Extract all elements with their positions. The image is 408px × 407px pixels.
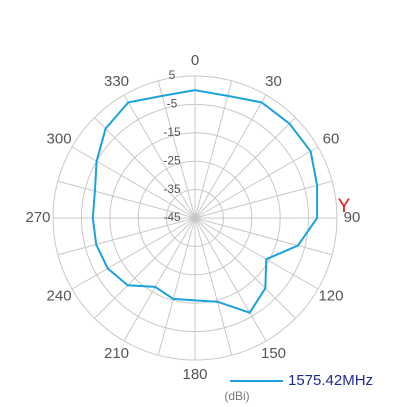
angle-tick-label: 240 [47, 287, 72, 304]
angle-tick-label: 60 [323, 130, 340, 147]
angular-grid-line [194, 217, 296, 319]
angular-grid-line [194, 146, 319, 219]
radial-tick-label: -35 [163, 182, 181, 196]
angle-tick-label: 300 [47, 130, 72, 147]
series-line [91, 89, 319, 314]
angular-grid-line [194, 80, 233, 219]
radial-tick-label: -5 [167, 97, 178, 111]
angular-grid-line [71, 146, 196, 219]
angle-tick-label: 330 [104, 73, 129, 90]
radial-tick-label: -15 [163, 125, 181, 139]
angular-grid-line [71, 217, 196, 290]
angular-grid-line [157, 80, 196, 219]
angular-grid-line [194, 217, 267, 342]
r-axis-label: (dBi) [224, 389, 249, 403]
angular-grid-line [194, 217, 319, 290]
annotation: Y [338, 196, 351, 217]
angular-grid-line [194, 117, 296, 219]
angle-tick-label: 0 [191, 52, 199, 69]
angular-grid-line [194, 180, 333, 219]
angular-grid-line [123, 94, 196, 219]
angular-grid-line [194, 217, 233, 356]
angle-tick-label: 270 [25, 209, 50, 226]
angle-tick-label: 180 [182, 366, 207, 383]
angular-grid-line [57, 217, 196, 256]
angular-grid-line [157, 217, 196, 356]
angle-tick-label: 30 [265, 73, 282, 90]
angular-grid-line [123, 217, 196, 342]
angle-tick-label: 120 [318, 287, 343, 304]
radial-tick-label: 5 [169, 68, 176, 82]
angle-tick-label: 210 [104, 345, 129, 362]
angle-tick-label: 90 [344, 209, 361, 226]
radial-tick-label: -25 [163, 153, 181, 167]
angle-tick-label: 150 [261, 345, 286, 362]
legend-label: 1575.42MHz [288, 372, 373, 389]
angular-grid-line [94, 217, 196, 319]
angular-grid-line [57, 180, 196, 219]
radial-tick-label: -45 [163, 210, 181, 224]
angular-grid-line [194, 217, 333, 256]
angular-grid-line [194, 94, 267, 219]
angular-grid-line [94, 117, 196, 219]
